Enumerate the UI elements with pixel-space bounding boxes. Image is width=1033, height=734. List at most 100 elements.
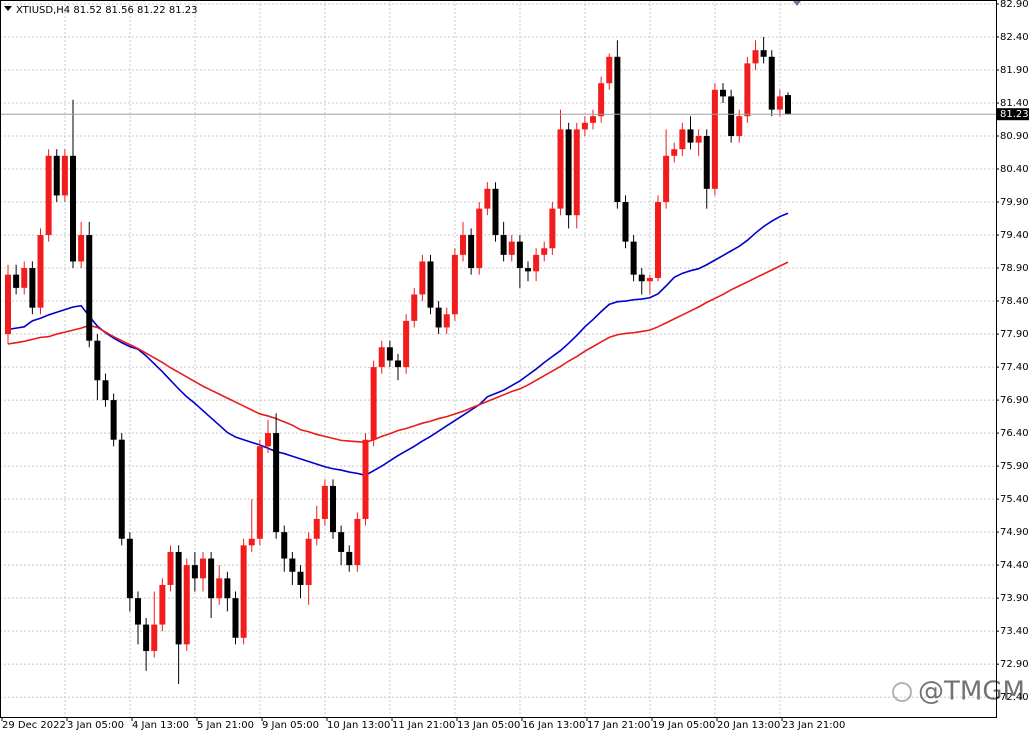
candle-body	[362, 439, 369, 519]
candle-body	[687, 129, 694, 143]
candle-body	[102, 380, 109, 401]
candle-body	[330, 485, 336, 533]
candle-body	[265, 433, 271, 447]
watermark-group: @TMGM	[892, 677, 1025, 707]
candle-body	[419, 261, 426, 295]
y-tick-label: 77.90	[1000, 329, 1029, 340]
y-tick-label: 73.90	[1000, 593, 1029, 604]
candle-body	[492, 188, 499, 236]
candle-body	[21, 268, 28, 288]
candle-body	[541, 248, 548, 255]
y-tick-label: 78.40	[1000, 296, 1029, 307]
candle-body	[354, 518, 361, 566]
candle-body	[191, 565, 198, 579]
y-tick-label: 74.90	[1000, 527, 1029, 538]
price-label: 81.23	[1000, 109, 1029, 120]
candle-body	[346, 551, 353, 566]
candle-body	[525, 268, 531, 272]
candle-body	[606, 56, 613, 84]
candle-body	[573, 129, 580, 216]
candle-body	[208, 558, 215, 599]
candle-body	[500, 235, 507, 255]
candle-body	[768, 56, 775, 110]
candle-body	[53, 155, 60, 196]
plot-frame	[0, 0, 997, 718]
candle-body	[728, 96, 735, 137]
candle-body	[671, 149, 678, 156]
candle-body	[638, 274, 645, 282]
candle-body	[427, 261, 434, 308]
y-tick-label: 82.90	[1000, 0, 1029, 10]
x-tick-label: 20 Jan 13:00	[717, 720, 780, 731]
header-close: 81.23	[169, 5, 198, 16]
candle-body	[403, 320, 410, 368]
y-tick-label: 79.90	[1000, 197, 1029, 208]
x-tick-label: 19 Jan 05:00	[652, 720, 715, 731]
menu-icon	[4, 6, 12, 11]
x-tick-label: 10 Jan 13:00	[327, 720, 390, 731]
candle-body	[468, 235, 475, 269]
candle-body	[776, 96, 783, 110]
y-tick-label: 74.40	[1000, 560, 1029, 571]
y-tick-label: 73.40	[1000, 626, 1029, 637]
candle-body	[110, 400, 117, 440]
x-tick-label: 9 Jan 05:00	[262, 720, 319, 731]
header-low: 81.22	[137, 5, 166, 16]
y-tick-label: 75.40	[1000, 494, 1029, 505]
candle-body	[183, 565, 190, 645]
candle-body	[655, 202, 661, 278]
candle-body	[13, 274, 20, 288]
candle-body	[313, 518, 320, 539]
candle-body	[451, 254, 458, 315]
candle-body	[630, 241, 637, 275]
y-tick-label: 76.90	[1000, 395, 1029, 406]
y-tick-label: 72.40	[1000, 692, 1029, 703]
plot	[0, 36, 996, 684]
candle-body	[460, 235, 466, 255]
candle-body	[565, 129, 572, 216]
y-tick-label: 79.40	[1000, 230, 1029, 241]
y-tick-label: 77.40	[1000, 362, 1029, 373]
candle-body	[703, 136, 710, 189]
candle-body	[256, 446, 263, 539]
candle-body	[720, 89, 726, 97]
candle-body	[338, 532, 345, 552]
candle-body	[118, 439, 125, 539]
candle-body	[143, 624, 150, 651]
price-box	[997, 108, 1029, 121]
candle-body	[622, 202, 629, 242]
y-tick-label: 72.90	[1000, 659, 1029, 670]
y-tick-label: 81.40	[1000, 98, 1029, 109]
candle-body	[29, 268, 36, 308]
candle-body	[135, 598, 141, 625]
candle-body	[240, 545, 247, 638]
shift-marker	[793, 1, 801, 6]
x-tick-label: 29 Dec 2022	[2, 720, 66, 731]
candle-body	[395, 360, 401, 368]
candle-body	[476, 208, 483, 269]
y-tick-label: 82.40	[1000, 32, 1029, 43]
candle-body	[557, 129, 564, 209]
y-tick-label: 80.40	[1000, 164, 1029, 175]
y-tick-label: 80.90	[1000, 131, 1029, 142]
y-tick-label: 76.40	[1000, 428, 1029, 439]
candle-body	[126, 538, 133, 599]
candle-body	[533, 254, 540, 272]
candle-body	[744, 63, 751, 117]
candle-body	[5, 274, 11, 335]
x-tick-label: 17 Jan 21:00	[587, 720, 650, 731]
x-tick-label: 16 Jan 13:00	[522, 720, 585, 731]
header: XTIUSD,H4 81.52 81.56 81.22 81.23	[16, 5, 197, 16]
y-tick-label: 81.90	[1000, 65, 1029, 76]
candle-body	[45, 155, 52, 236]
candle-body	[679, 129, 686, 150]
candle-body	[411, 294, 418, 321]
candle-body	[248, 538, 255, 546]
candle-body	[216, 578, 223, 599]
x-tick-label: 5 Jan 21:00	[197, 720, 254, 731]
x-tick-label: 13 Jan 05:00	[457, 720, 520, 731]
x-tick-label: 4 Jan 13:00	[132, 720, 189, 731]
candle-body	[200, 558, 206, 579]
x-tick-label: 23 Jan 21:00	[782, 720, 845, 731]
